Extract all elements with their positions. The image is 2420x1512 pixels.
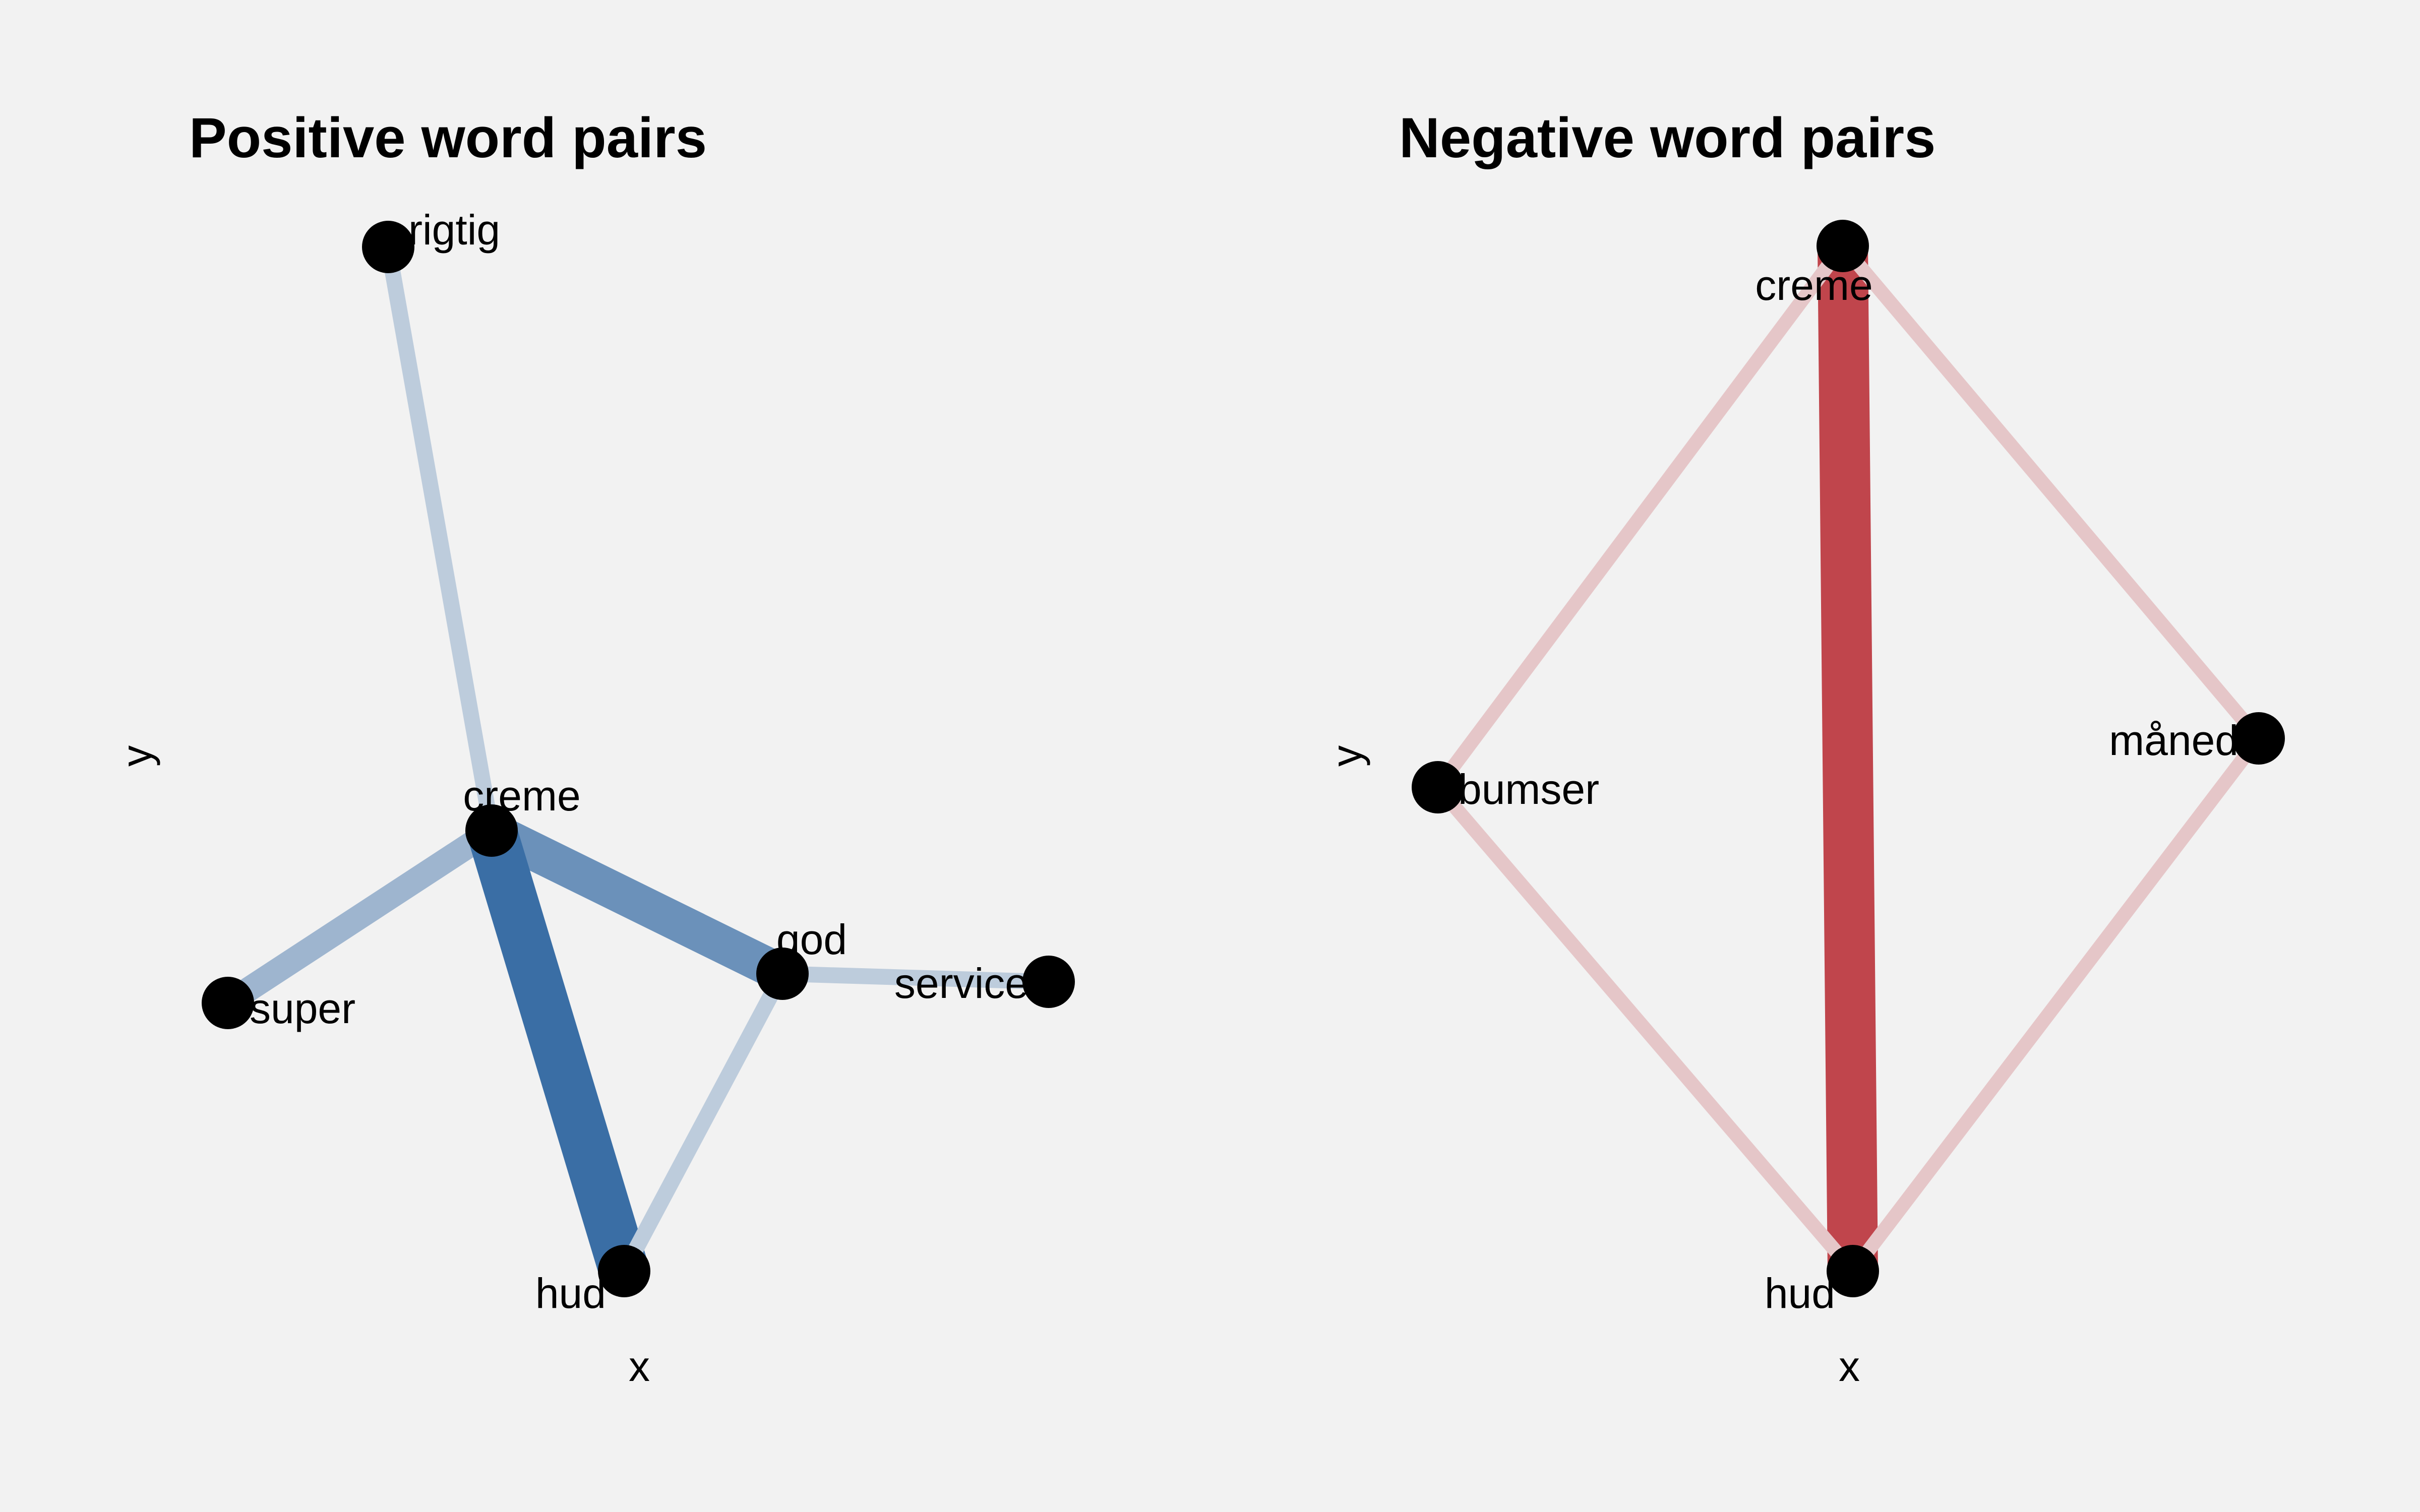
positive-edge-creme-god	[483, 813, 791, 991]
negative-panel-title: Negative word pairs	[1399, 106, 1935, 169]
negative-node-label-bumser: bumser	[1458, 766, 1599, 813]
negative-labels-layer: creme bumser måned hud	[1458, 262, 2238, 1317]
positive-node-label-god: god	[776, 916, 847, 963]
positive-node-super	[202, 977, 254, 1029]
negative-node-hud	[1827, 1245, 1879, 1297]
negative-edge-creme-måned	[1837, 241, 2264, 743]
negative-node-bumser	[1412, 761, 1464, 813]
negative-x-axis-label: x	[1839, 1343, 1860, 1390]
negative-node-label-creme: creme	[1755, 262, 1872, 309]
positive-edge-creme-super	[221, 820, 499, 1014]
positive-edge-creme-hud	[467, 823, 648, 1279]
negative-node-creme	[1817, 220, 1869, 272]
negative-node-label-måned: måned	[2109, 717, 2238, 764]
positive-node-label-service: service	[894, 960, 1028, 1007]
positive-nodes-layer	[202, 221, 1075, 1297]
negative-node-label-hud: hud	[1765, 1270, 1835, 1317]
negative-edge-creme-hud	[1818, 245, 1878, 1272]
positive-edges-layer	[221, 245, 1049, 1279]
negative-edge-måned-hud	[1847, 734, 2265, 1276]
negative-node-måned	[2232, 712, 2285, 765]
positive-panel-title: Positive word pairs	[189, 106, 707, 169]
positive-node-label-hud: hud	[535, 1270, 606, 1317]
positive-node-rigtig	[362, 221, 414, 273]
positive-edge-god-hud	[617, 970, 790, 1275]
negative-edge-creme-bumser	[1432, 241, 1849, 792]
positive-y-axis-label: y	[113, 745, 160, 767]
positive-word-pairs-panel: Positive word pairs rigtig creme super gods…	[113, 106, 1075, 1390]
negative-edge-bumser-hud	[1432, 782, 1858, 1276]
negative-y-axis-label: y	[1323, 745, 1370, 767]
positive-node-service	[1022, 956, 1075, 1008]
positive-labels-layer: rigtig creme super god service hud	[250, 206, 1028, 1317]
positive-node-label-super: super	[250, 985, 355, 1032]
positive-node-label-creme: creme	[463, 772, 580, 820]
positive-edge-rigtig-creme	[380, 245, 500, 832]
positive-edge-god-service	[782, 966, 1049, 990]
positive-node-god	[756, 948, 809, 1000]
positive-node-label-rigtig: rigtig	[408, 206, 500, 254]
positive-node-creme	[465, 804, 518, 857]
negative-word-pairs-panel: Negative word pairs cremebumsermånedhud …	[1323, 106, 2285, 1390]
positive-x-axis-label: x	[629, 1343, 650, 1390]
negative-edges-layer	[1432, 241, 2265, 1276]
positive-node-hud	[598, 1245, 650, 1297]
negative-nodes-layer	[1412, 220, 2285, 1297]
